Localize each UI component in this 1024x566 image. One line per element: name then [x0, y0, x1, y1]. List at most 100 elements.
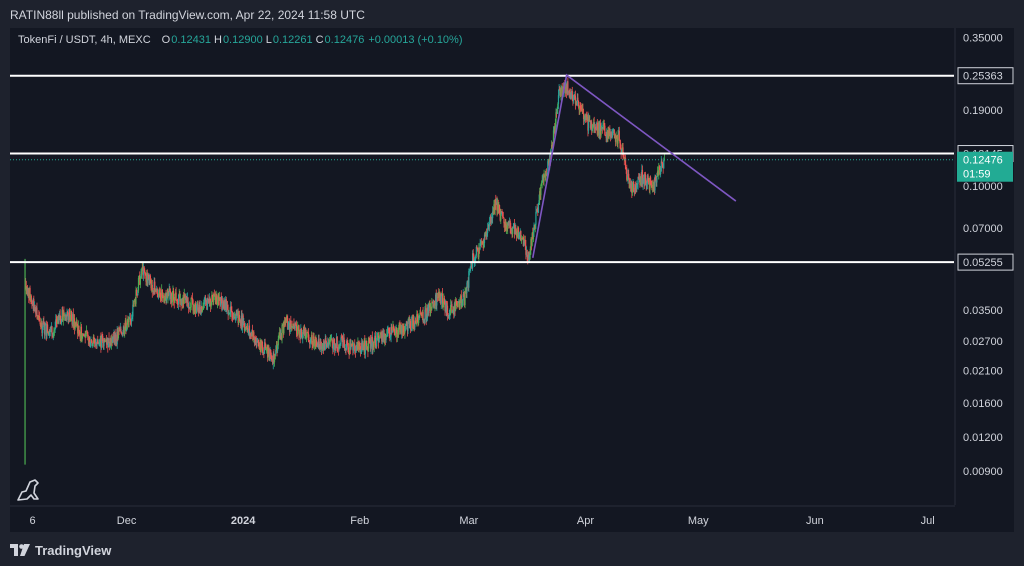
candle-body — [149, 275, 151, 281]
candle-body — [440, 297, 442, 304]
candle-body — [519, 234, 521, 236]
candle-body — [451, 304, 453, 313]
candle-body — [218, 296, 220, 300]
candle-body — [487, 225, 489, 229]
candle-body — [239, 319, 241, 321]
candle-body — [288, 323, 290, 325]
candle-body — [413, 320, 415, 324]
candle-body — [158, 292, 160, 296]
chart-area[interactable] — [10, 28, 1014, 532]
candle-body — [468, 270, 471, 272]
candle-body — [257, 340, 259, 343]
candle-body — [484, 234, 486, 236]
candle-body — [378, 338, 380, 343]
candle-body — [264, 342, 266, 349]
candle-body — [153, 281, 155, 294]
candle-body — [614, 134, 617, 142]
candle-body — [323, 342, 325, 349]
close-value: 0.12476 — [324, 34, 365, 46]
candle-body — [571, 90, 573, 93]
candle-body — [275, 349, 277, 355]
candle-body — [68, 309, 70, 320]
candle-body — [409, 321, 412, 330]
candle-body — [541, 180, 543, 183]
candle-body — [309, 341, 311, 344]
candle-body — [537, 203, 540, 213]
candle-body — [462, 294, 464, 301]
candle-body — [166, 292, 168, 298]
candle-body — [418, 315, 420, 319]
candle-body — [635, 188, 637, 190]
candle-body — [306, 332, 308, 334]
candle-body — [283, 320, 286, 325]
candle-body — [495, 199, 497, 205]
candle-body — [29, 288, 31, 301]
candle-body — [280, 333, 283, 340]
candle-body — [223, 299, 225, 309]
candle-body — [650, 177, 652, 184]
candle-body — [366, 346, 368, 350]
candle-body — [141, 267, 143, 271]
candle-body — [520, 230, 522, 241]
candle-body — [138, 276, 140, 279]
candle-body — [391, 330, 393, 333]
candle-body — [593, 122, 595, 128]
tradingview-logo[interactable]: TradingView — [10, 542, 111, 558]
high-value: 0.12900 — [222, 34, 263, 46]
candle-body — [422, 311, 424, 323]
candle-body — [430, 307, 432, 313]
candle-body — [601, 127, 603, 129]
candle-body — [489, 216, 491, 223]
candle-body — [335, 336, 338, 348]
triangle-lines — [531, 73, 737, 258]
candle-body — [567, 91, 570, 93]
symbol-label[interactable]: TokenFi / USDT, 4h, MEXC — [18, 34, 151, 46]
candle-body — [78, 325, 80, 332]
candle-body — [51, 326, 53, 334]
candle-body — [219, 297, 221, 305]
candle-body — [540, 182, 543, 185]
candle-body — [661, 161, 663, 164]
candle-body — [246, 327, 249, 333]
candle-body — [479, 242, 481, 250]
candle-body — [192, 300, 194, 311]
candle-body — [70, 310, 72, 317]
candle-body — [260, 340, 262, 351]
candle-body — [546, 172, 548, 175]
candle-body — [129, 318, 131, 320]
candle-body — [540, 184, 542, 196]
candle-body — [115, 340, 118, 345]
candle-body — [448, 315, 450, 317]
candle-body — [312, 336, 314, 347]
candle-body — [485, 234, 487, 236]
candle-body — [160, 297, 162, 299]
candle-body — [381, 333, 383, 342]
candle-body — [600, 130, 602, 136]
candle-body — [35, 307, 37, 314]
candle-body — [591, 122, 593, 131]
candle-body — [401, 326, 403, 333]
candle-body — [191, 298, 194, 301]
candle-body — [216, 302, 219, 305]
tradingview-dino-icon[interactable] — [17, 479, 39, 501]
candle-body — [543, 175, 545, 182]
candle-body — [525, 249, 528, 255]
candle-body — [603, 123, 605, 126]
candle-body — [554, 122, 556, 132]
candle-body — [146, 274, 148, 284]
candle-body — [278, 332, 281, 335]
candle-body — [527, 255, 529, 259]
candle-body — [490, 216, 492, 223]
candle-body — [89, 342, 91, 347]
candle-body — [583, 119, 585, 120]
candle-body — [477, 250, 479, 258]
candle-body — [319, 347, 321, 350]
candle-body — [50, 326, 52, 329]
candle-body — [399, 324, 402, 332]
candle-body — [419, 312, 422, 314]
candle-body — [238, 314, 240, 324]
candle-body — [283, 320, 285, 333]
candle-body — [559, 89, 561, 96]
candle-body — [226, 305, 228, 311]
